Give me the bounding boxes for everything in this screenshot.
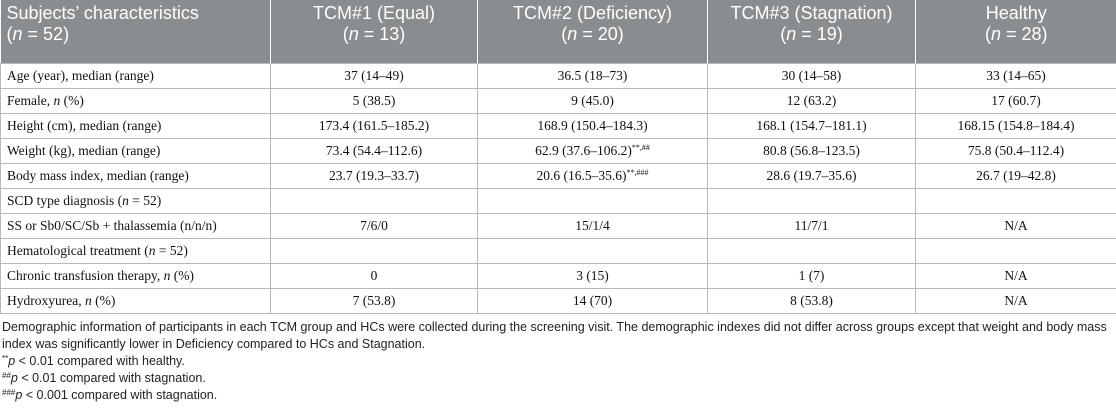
cell-healthy: N/A bbox=[915, 213, 1116, 239]
row-treatment-heading: Hematological treatment (n = 52) bbox=[0, 238, 1116, 264]
cell-tcm3: 8 (53.8) bbox=[707, 288, 916, 314]
row-label: Chronic transfusion therapy, n (%) bbox=[0, 263, 271, 289]
significance-marker: **,### bbox=[626, 168, 649, 177]
row-label: Body mass index, median (range) bbox=[0, 163, 271, 189]
cell-tcm3 bbox=[707, 238, 916, 264]
cell-tcm1: 73.4 (54.4–112.6) bbox=[270, 138, 478, 164]
row-label: Height (cm), median (range) bbox=[0, 113, 271, 139]
cell-tcm1: 7/6/0 bbox=[270, 213, 478, 239]
header-healthy: Healthy (n = 28) bbox=[915, 0, 1116, 64]
cell-tcm2: 36.5 (18–73) bbox=[477, 63, 708, 89]
header-tcm1: TCM#1 (Equal) (n = 13) bbox=[270, 0, 478, 64]
cell-healthy: 26.7 (19–42.8) bbox=[915, 163, 1116, 189]
table-container: Subjects’ characteristics (n = 52) TCM#1… bbox=[0, 0, 1116, 404]
header-tcm3: TCM#3 (Stagnation) (n = 19) bbox=[707, 0, 916, 64]
cell-tcm1: 37 (14–49) bbox=[270, 63, 478, 89]
cell-healthy bbox=[915, 238, 1116, 264]
demographics-table: Subjects’ characteristics (n = 52) TCM#1… bbox=[0, 0, 1116, 314]
row-age: Age (year), median (range) 37 (14–49) 36… bbox=[0, 63, 1116, 89]
footnote-healthy: **p < 0.01 compared with healthy. bbox=[2, 354, 185, 368]
cell-tcm2: 15/1/4 bbox=[477, 213, 708, 239]
row-label: Weight (kg), median (range) bbox=[0, 138, 271, 164]
header-tcm2: TCM#2 (Deficiency) (n = 20) bbox=[477, 0, 708, 64]
row-label: SCD type diagnosis (n = 52) bbox=[0, 188, 271, 214]
cell-tcm3 bbox=[707, 188, 916, 214]
cell-tcm1: 5 (38.5) bbox=[270, 88, 478, 114]
cell-healthy: 168.15 (154.8–184.4) bbox=[915, 113, 1116, 139]
table-caption: Demographic information of participants … bbox=[2, 320, 1107, 351]
cell-tcm1: 0 bbox=[270, 263, 478, 289]
row-label: SS or Sb0/SC/Sb + thalassemia (n/n/n) bbox=[0, 213, 271, 239]
row-label: Female, n (%) bbox=[0, 88, 271, 114]
cell-tcm2: 3 (15) bbox=[477, 263, 708, 289]
cell-tcm3: 80.8 (56.8–123.5) bbox=[707, 138, 916, 164]
cell-tcm1 bbox=[270, 188, 478, 214]
cell-tcm3: 168.1 (154.7–181.1) bbox=[707, 113, 916, 139]
cell-tcm2: 20.6 (16.5–35.6)**,### bbox=[477, 163, 708, 189]
cell-tcm1: 173.4 (161.5–185.2) bbox=[270, 113, 478, 139]
row-bmi: Body mass index, median (range) 23.7 (19… bbox=[0, 163, 1116, 189]
row-weight: Weight (kg), median (range) 73.4 (54.4–1… bbox=[0, 138, 1116, 164]
row-label: Hematological treatment (n = 52) bbox=[0, 238, 271, 264]
cell-healthy: 17 (60.7) bbox=[915, 88, 1116, 114]
cell-healthy: N/A bbox=[915, 263, 1116, 289]
cell-tcm2: 9 (45.0) bbox=[477, 88, 708, 114]
footnote-stagnation-01: ##p < 0.01 compared with stagnation. bbox=[2, 371, 206, 385]
cell-tcm2: 62.9 (37.6–106.2)**,## bbox=[477, 138, 708, 164]
cell-tcm3: 11/7/1 bbox=[707, 213, 916, 239]
significance-marker: **,## bbox=[631, 143, 650, 152]
cell-tcm2: 168.9 (150.4–184.3) bbox=[477, 113, 708, 139]
cell-tcm2: 14 (70) bbox=[477, 288, 708, 314]
cell-healthy: N/A bbox=[915, 288, 1116, 314]
footnote-stagnation-001: ###p < 0.001 compared with stagnation. bbox=[2, 388, 218, 402]
cell-tcm2 bbox=[477, 188, 708, 214]
cell-healthy bbox=[915, 188, 1116, 214]
cell-tcm2 bbox=[477, 238, 708, 264]
cell-healthy: 33 (14–65) bbox=[915, 63, 1116, 89]
row-label: Hydroxyurea, n (%) bbox=[0, 288, 271, 314]
row-scd-type: SS or Sb0/SC/Sb + thalassemia (n/n/n) 7/… bbox=[0, 213, 1116, 239]
header-row: Subjects’ characteristics (n = 52) TCM#1… bbox=[0, 0, 1116, 64]
header-subjects: Subjects’ characteristics (n = 52) bbox=[0, 0, 271, 64]
row-transfusion: Chronic transfusion therapy, n (%) 0 3 (… bbox=[0, 263, 1116, 289]
row-hydroxyurea: Hydroxyurea, n (%) 7 (53.8) 14 (70) 8 (5… bbox=[0, 288, 1116, 314]
cell-tcm1 bbox=[270, 238, 478, 264]
cell-tcm3: 28.6 (19.7–35.6) bbox=[707, 163, 916, 189]
cell-tcm3: 1 (7) bbox=[707, 263, 916, 289]
row-female: Female, n (%) 5 (38.5) 9 (45.0) 12 (63.2… bbox=[0, 88, 1116, 114]
table-notes: Demographic information of participants … bbox=[0, 314, 1116, 404]
cell-tcm1: 7 (53.8) bbox=[270, 288, 478, 314]
cell-tcm1: 23.7 (19.3–33.7) bbox=[270, 163, 478, 189]
row-label: Age (year), median (range) bbox=[0, 63, 271, 89]
row-scd-type-heading: SCD type diagnosis (n = 52) bbox=[0, 188, 1116, 214]
row-height: Height (cm), median (range) 173.4 (161.5… bbox=[0, 113, 1116, 139]
cell-tcm3: 30 (14–58) bbox=[707, 63, 916, 89]
cell-healthy: 75.8 (50.4–112.4) bbox=[915, 138, 1116, 164]
cell-tcm3: 12 (63.2) bbox=[707, 88, 916, 114]
